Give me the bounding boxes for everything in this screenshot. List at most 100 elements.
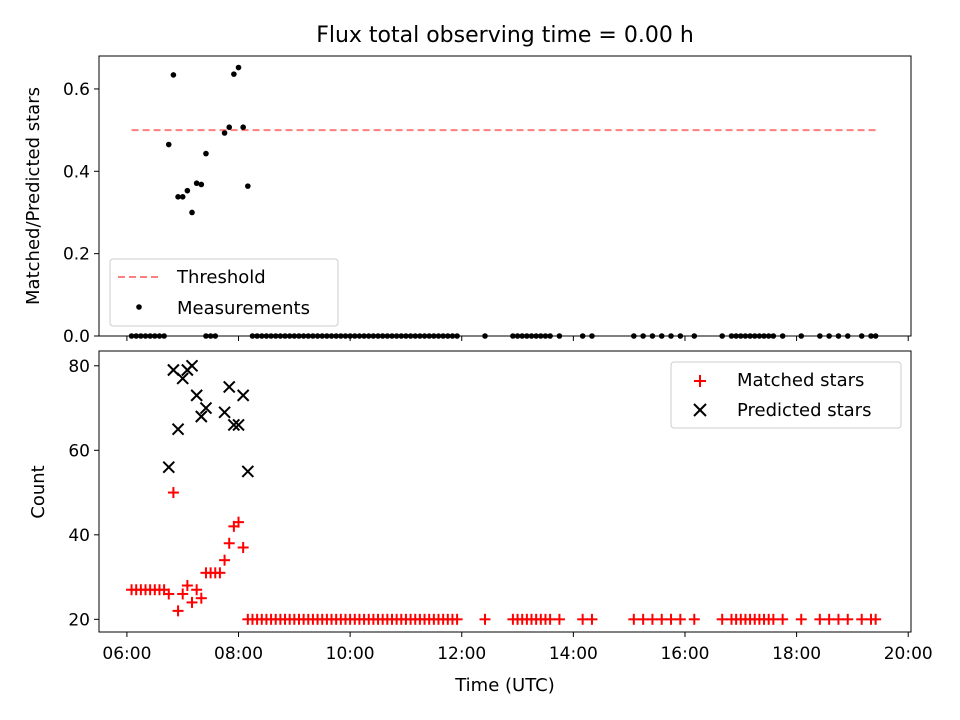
top-legend-box [109, 258, 339, 327]
matched-star-point [586, 613, 598, 625]
top-y-tick-label: 0.0 [63, 327, 90, 347]
matched-star-point [479, 613, 491, 625]
matched-star-point [577, 613, 589, 625]
matched-star-point [870, 613, 882, 625]
top-legend: Threshold Measurements [109, 258, 339, 327]
matched-star-point [814, 613, 826, 625]
top-panel: 0.0 0.2 0.4 0.6 Matched/Predicted stars Thr… [23, 55, 912, 347]
bottom-points-layer [126, 359, 882, 625]
x-tick-label: 08:00 [214, 644, 263, 664]
matched-star-point [233, 516, 245, 528]
bottom-y-tick-label: 80 [68, 357, 90, 377]
matched-star-point [181, 580, 193, 592]
matched-star-point [177, 588, 189, 600]
matched-star-point [646, 613, 658, 625]
bottom-y-axis-label: Count [28, 465, 49, 518]
legend-matched-label: Matched stars [737, 370, 864, 391]
matched-star-point [191, 584, 203, 596]
top-y-axis-label: Matched/Predicted stars [23, 87, 44, 305]
predicted-star-point [236, 389, 250, 402]
bottom-legend: Matched stars Predicted stars [670, 361, 902, 429]
matched-star-point [214, 567, 226, 579]
matched-star-point [637, 613, 649, 625]
measurement-point [240, 124, 246, 131]
measurement-point [203, 150, 209, 157]
bottom-y-tick-label: 20 [68, 610, 90, 630]
x-tick-label: 18:00 [772, 644, 821, 664]
matched-star-point [186, 596, 198, 608]
x-tick-label: 06:00 [102, 644, 151, 664]
measurement-point [198, 181, 205, 188]
measurement-point [184, 187, 191, 194]
bottom-panel: 20 40 60 80 06:00 08:00 10:00 12:00 14:00 16:00 1… [28, 350, 933, 696]
bottom-y-tick-label: 40 [68, 526, 90, 546]
legend-matched-swatch [694, 375, 706, 387]
matched-star-point [553, 613, 565, 625]
predicted-star-point [162, 460, 175, 474]
measurement-point [193, 180, 200, 187]
matched-star-point [195, 592, 207, 604]
top-y-ticks: 0.0 0.2 0.4 0.6 [63, 80, 99, 347]
chart-title: Flux total observing time = 0.00 h [316, 23, 694, 48]
legend-predicted-label: Predicted stars [737, 400, 871, 421]
predicted-star-point [195, 410, 208, 423]
predicted-star-point [176, 372, 189, 385]
predicted-star-point [190, 389, 203, 402]
matched-star-point [219, 554, 231, 566]
matched-star-point [856, 613, 868, 625]
measurement-point [226, 124, 233, 131]
predicted-star-point [185, 359, 199, 372]
x-axis-label: Time (UTC) [454, 675, 555, 696]
legend-measurements-swatch [136, 304, 142, 310]
bottom-axes-frame [98, 350, 912, 633]
measurement-point [175, 194, 181, 200]
matched-star-point [628, 613, 640, 625]
matched-star-point [451, 613, 463, 625]
matched-star-point [544, 613, 556, 625]
predicted-star-point [223, 380, 236, 394]
matched-star-point [163, 588, 175, 600]
top-y-tick-label: 0.4 [63, 162, 90, 182]
measurement-point [179, 194, 186, 200]
matched-star-point [223, 537, 235, 549]
measurement-point [170, 72, 177, 78]
predicted-star-point [218, 406, 231, 419]
matched-star-point [842, 613, 854, 625]
matched-star-point [767, 613, 779, 625]
bottom-x-ticks: 06:00 08:00 10:00 12:00 14:00 16:00 18:00 20:00 [102, 632, 933, 664]
bottom-legend-box [670, 361, 902, 429]
matched-star-point [832, 613, 844, 625]
measurement-point [165, 141, 172, 148]
bottom-y-tick-label: 60 [68, 441, 90, 461]
legend-measurements-label: Measurements [177, 298, 310, 319]
top-y-tick-label: 0.6 [63, 80, 90, 100]
x-tick-label: 12:00 [437, 644, 486, 664]
legend-threshold-label: Threshold [176, 267, 266, 288]
matched-star-point [823, 613, 835, 625]
measurement-point [189, 209, 195, 216]
legend-predicted-swatch [693, 403, 707, 417]
measurement-point [245, 183, 251, 189]
predicted-star-point [199, 401, 213, 415]
matched-star-point [716, 613, 728, 625]
matched-star-point [795, 613, 807, 625]
predicted-star-point [227, 418, 241, 432]
matched-star-point [688, 613, 700, 625]
matched-star-point [167, 487, 179, 499]
matched-star-point [237, 541, 249, 553]
predicted-star-point [232, 418, 245, 432]
predicted-star-point [171, 422, 185, 436]
bottom-y-ticks: 20 40 60 80 [68, 357, 99, 630]
matched-star-point [665, 613, 677, 625]
measurement-point [235, 64, 242, 71]
matched-star-point [172, 605, 184, 617]
matched-star-point [777, 613, 789, 625]
measurement-point [221, 130, 228, 136]
measurement-point [231, 71, 237, 77]
x-tick-label: 20:00 [884, 644, 933, 664]
x-tick-label: 14:00 [549, 644, 598, 664]
x-tick-label: 16:00 [660, 644, 709, 664]
top-x-ticks [126, 336, 909, 341]
matched-star-point [656, 613, 668, 625]
